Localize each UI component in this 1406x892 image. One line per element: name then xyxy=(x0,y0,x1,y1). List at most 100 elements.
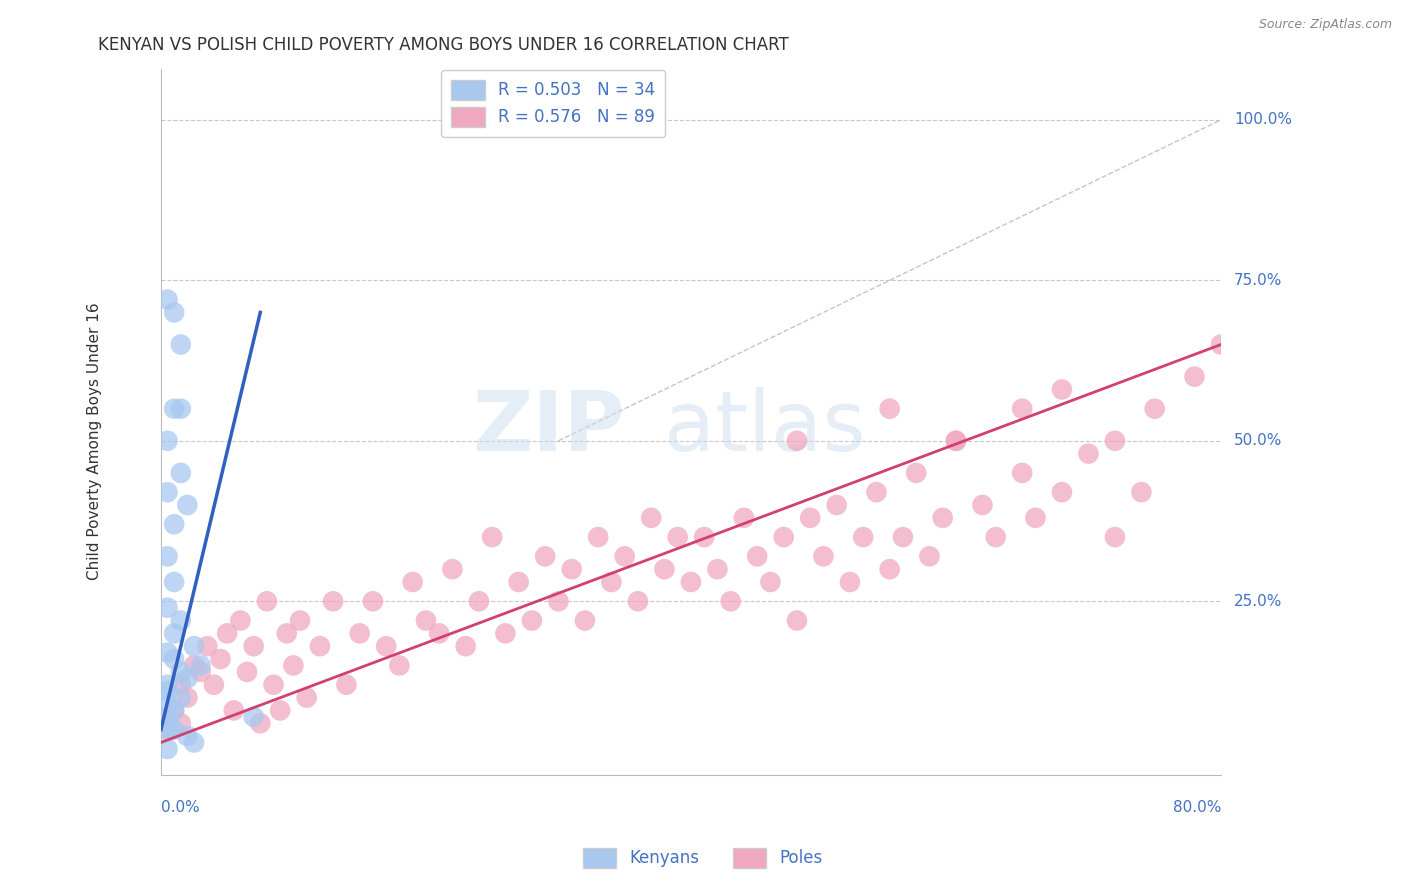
Point xyxy=(799,511,821,525)
Text: 25.0%: 25.0% xyxy=(1234,594,1282,608)
Point xyxy=(786,614,808,628)
Point xyxy=(217,626,239,640)
Point xyxy=(183,735,205,749)
Point xyxy=(759,574,782,589)
Point xyxy=(388,658,411,673)
Point xyxy=(1104,530,1126,544)
Point xyxy=(1050,485,1073,500)
Point xyxy=(441,562,464,576)
Point xyxy=(1184,369,1206,384)
Point xyxy=(786,434,808,448)
Point xyxy=(222,703,245,717)
Point xyxy=(879,562,901,576)
Point xyxy=(905,466,928,480)
Point xyxy=(427,626,450,640)
Point xyxy=(163,703,186,717)
Point xyxy=(1077,447,1099,461)
Point xyxy=(1130,485,1153,500)
Point xyxy=(335,678,357,692)
Point xyxy=(1011,466,1033,480)
Text: 80.0%: 80.0% xyxy=(1173,800,1220,815)
Point xyxy=(402,574,425,589)
Point xyxy=(679,574,702,589)
Point xyxy=(561,562,583,576)
Point xyxy=(733,511,755,525)
Point xyxy=(276,626,298,640)
Point xyxy=(202,678,225,692)
Point xyxy=(852,530,875,544)
Text: KENYAN VS POLISH CHILD POVERTY AMONG BOYS UNDER 16 CORRELATION CHART: KENYAN VS POLISH CHILD POVERTY AMONG BOY… xyxy=(98,36,789,54)
Point xyxy=(613,549,636,564)
Point xyxy=(156,485,179,500)
Point xyxy=(693,530,716,544)
Point xyxy=(156,549,179,564)
Point xyxy=(481,530,503,544)
Point xyxy=(256,594,278,608)
Text: 75.0%: 75.0% xyxy=(1234,273,1282,288)
Point xyxy=(918,549,941,564)
Point xyxy=(176,498,198,512)
Point xyxy=(156,646,179,660)
Point xyxy=(586,530,609,544)
Point xyxy=(163,626,186,640)
Point xyxy=(666,530,689,544)
Point xyxy=(1050,383,1073,397)
Point xyxy=(190,658,212,673)
Point xyxy=(295,690,318,705)
Point xyxy=(361,594,384,608)
Point xyxy=(156,716,179,731)
Point xyxy=(170,466,193,480)
Point xyxy=(640,511,662,525)
Point xyxy=(170,690,193,705)
Point xyxy=(236,665,259,679)
Point xyxy=(163,574,186,589)
Point xyxy=(183,639,205,653)
Point xyxy=(891,530,914,544)
Point xyxy=(972,498,994,512)
Point xyxy=(195,639,218,653)
Point xyxy=(508,574,530,589)
Point xyxy=(813,549,835,564)
Point xyxy=(170,337,193,351)
Point xyxy=(163,401,186,416)
Point xyxy=(242,639,264,653)
Point xyxy=(494,626,516,640)
Point xyxy=(984,530,1007,544)
Point xyxy=(170,678,193,692)
Point xyxy=(454,639,477,653)
Point xyxy=(945,434,967,448)
Text: ZIP: ZIP xyxy=(472,387,624,468)
Point xyxy=(772,530,794,544)
Point xyxy=(176,671,198,685)
Point xyxy=(1104,434,1126,448)
Point xyxy=(322,594,344,608)
Point xyxy=(269,703,291,717)
Point xyxy=(209,652,232,666)
Point xyxy=(170,716,193,731)
Point xyxy=(547,594,569,608)
Point xyxy=(654,562,676,576)
Point xyxy=(520,614,543,628)
Point xyxy=(1143,401,1166,416)
Point xyxy=(163,517,186,532)
Point xyxy=(288,614,311,628)
Point xyxy=(156,600,179,615)
Text: 50.0%: 50.0% xyxy=(1234,434,1282,449)
Point xyxy=(415,614,437,628)
Point xyxy=(183,658,205,673)
Point xyxy=(1209,337,1232,351)
Point xyxy=(706,562,728,576)
Point xyxy=(229,614,252,628)
Point xyxy=(879,401,901,416)
Point xyxy=(163,305,186,319)
Point xyxy=(156,723,179,737)
Text: 0.0%: 0.0% xyxy=(160,800,200,815)
Point xyxy=(349,626,371,640)
Point xyxy=(156,434,179,448)
Point xyxy=(600,574,623,589)
Point xyxy=(249,716,271,731)
Text: Child Poverty Among Boys Under 16: Child Poverty Among Boys Under 16 xyxy=(87,302,103,580)
Point xyxy=(176,729,198,743)
Point xyxy=(163,703,186,717)
Point xyxy=(163,723,186,737)
